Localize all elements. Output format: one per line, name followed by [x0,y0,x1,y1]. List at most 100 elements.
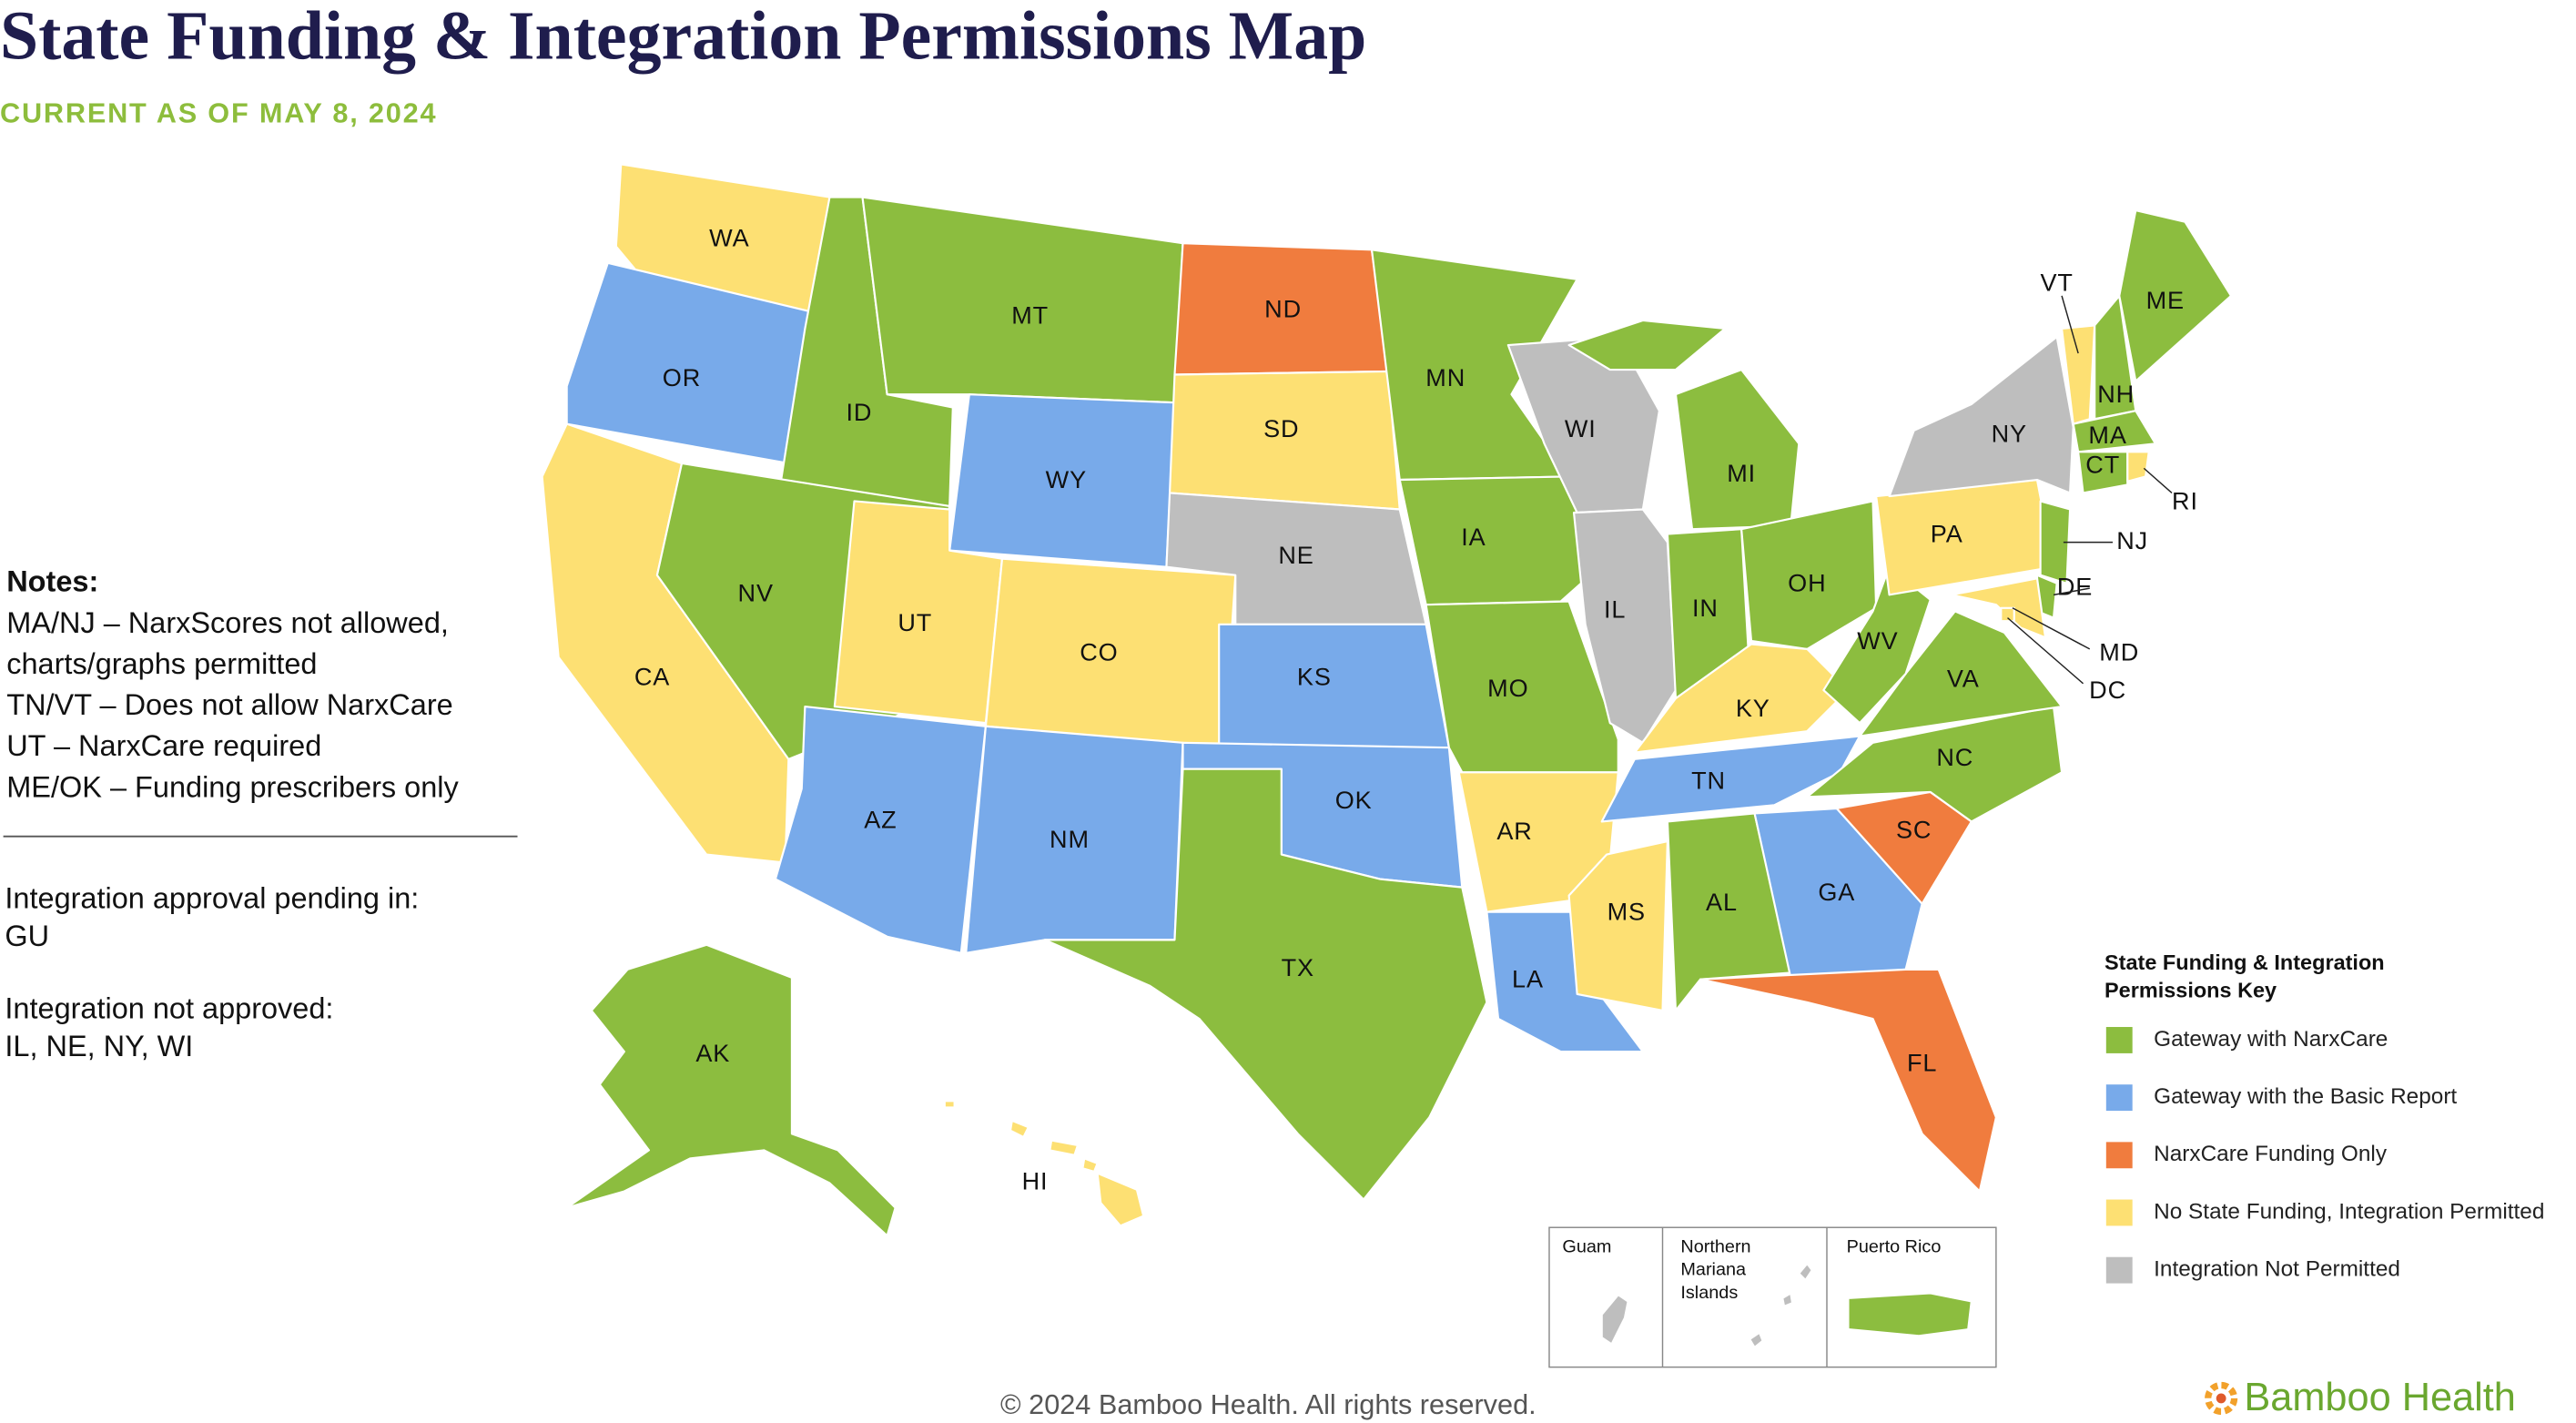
state-label: WA [709,224,749,252]
legend-swatch [2105,1084,2133,1112]
logo: Bamboo Health [2244,1376,2515,1419]
legend-swatch [2105,1027,2133,1053]
state-label: NJ [2116,526,2148,554]
state-shape [1753,807,1923,979]
state-shape [2072,410,2157,453]
inset-label: Northern Mariana Islands [1680,1237,1751,1304]
not-approved-value: IL, NE, NY, WI [5,1030,193,1062]
note: ME/OK – Funding prescribers only [6,770,459,804]
state-label: FL [1907,1049,1937,1077]
state-label: MT [1011,300,1049,329]
state-label: CA [634,663,670,691]
state-label: KY [1736,694,1770,722]
state-label: AL [1706,888,1738,916]
note: TN/VT – Does not allow NarxCare [6,688,453,722]
state-shape [1699,968,1997,1193]
insets: Guam Northern Mariana Islands Puerto Rico [1562,1237,1973,1349]
state-label: KS [1297,663,1332,691]
state-label: IL [1604,595,1626,624]
state-shape [1043,767,1488,1201]
state-label: MA [2088,421,2126,449]
state-label: SC [1896,815,1932,843]
not-approved-label: Integration not approved: [5,992,333,1025]
legend-label: NarxCare Funding Only [2154,1142,2388,1166]
state-shape [1398,475,1592,606]
legend-label: No State Funding, Integration Permitted [2154,1199,2544,1224]
pending-label: Integration approval pending in: [5,882,419,915]
legend-swatch [2105,1199,2133,1226]
legend-label: Integration Not Permitted [2154,1257,2400,1282]
state-shape [2126,451,2150,483]
state-label: MO [1487,674,1528,702]
subtitle: CURRENT AS OF MAY 8, 2024 [0,97,437,128]
state-label: SD [1263,414,1299,442]
state-shape [2039,500,2072,584]
state-shape [1740,500,1878,650]
state-shape [1951,577,2047,639]
state-shape [565,943,897,1237]
state-shape [1859,610,2064,737]
pending-value: GU [5,920,49,952]
state-label: MD [2099,637,2139,666]
state-label: AZ [864,806,897,834]
state-label: HI [1022,1167,1049,1195]
state-shape [2060,324,2096,425]
inset-shape [1847,1292,1973,1337]
state-label: NV [738,579,774,607]
state-label: NY [1992,419,2027,447]
state-label: MS [1607,898,1646,926]
state-label: CO [1080,637,1118,666]
state-shape [943,1100,1145,1227]
state-label: NH [2097,380,2135,408]
state-label: IA [1461,523,1486,551]
state-label: DE [2057,572,2093,600]
state-shape [1875,478,2055,596]
note: MA/NJ – NarxScores not allowed, charts/g… [6,605,449,681]
logo-icon [2205,1381,2238,1415]
state-shape [861,196,1184,404]
state-label: CT [2085,451,2120,479]
state-label: MN [1425,363,1465,391]
state-label: VA [1947,664,1980,692]
inset-label-text: Northern Mariana Islands [1680,1237,1751,1304]
inset-label: Puerto Rico [1847,1237,1942,1257]
state-label: RI [2172,486,2198,514]
footer: © 2024 Bamboo Health. All rights reserve… [1000,1388,1536,1420]
inset-shape [1749,1262,1813,1349]
note: UT – NarxCare required [6,729,322,763]
legend-label: Gateway with NarxCare [2154,1027,2388,1052]
state-shape [1572,508,1678,744]
state-label: WI [1565,414,1597,442]
state-label: AR [1496,817,1532,845]
state-shape [2118,208,2233,382]
state-label: UT [898,608,932,636]
state-shape [2077,451,2129,494]
state-shape [1600,735,1861,823]
state-label: ME [2146,286,2185,314]
leader-lines [2007,295,2173,685]
state-label: OH [1788,569,1826,597]
state-shape [1822,565,1932,725]
inset-shape [1600,1294,1629,1346]
state-shape [2000,606,2015,623]
state-shape [1806,706,2064,823]
state-label: WV [1857,626,1898,655]
title: State Funding & Integration Permissions … [0,0,1366,74]
state-label: TX [1282,953,1314,981]
state-label: NM [1050,825,1090,853]
state-shape [1567,840,1669,1012]
inset-label: Guam [1562,1237,1612,1257]
state-shape [1218,623,1450,749]
state-label: OK [1335,786,1373,814]
state-shape [1370,249,1578,482]
state-label: PA [1931,520,1963,548]
state-label: OR [663,363,701,391]
state-label: NE [1278,541,1313,569]
legend: Gateway with NarxCare Gateway with the Ba… [2105,1027,2544,1284]
map: WA OR CA ID NV MT WY UT CO AZ NM ND SD NE KS OK TX MN IA MO… [541,163,2233,1237]
legend-swatch [2105,1142,2133,1169]
legend-label: Gateway with the Basic Report [2154,1084,2457,1109]
notes: Notes: MA/NJ – NarxScores not allowed, c… [6,565,459,804]
inset-label-text: Guam [1562,1237,1612,1257]
